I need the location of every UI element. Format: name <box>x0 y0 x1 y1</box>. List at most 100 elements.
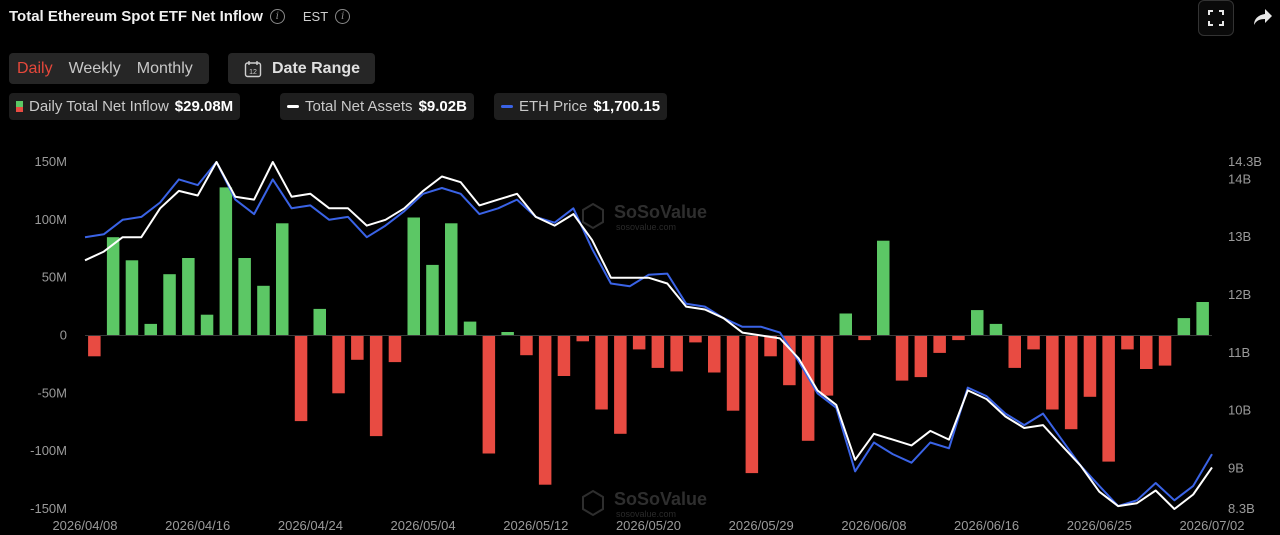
inflow-bar[interactable] <box>238 258 251 336</box>
inflow-bar[interactable] <box>163 274 176 336</box>
inflow-bar[interactable] <box>294 335 308 422</box>
legend-assets-value: $9.02B <box>418 98 467 115</box>
inflow-bar[interactable] <box>106 237 120 336</box>
legend-price[interactable]: ETH Price $1,700.15 <box>494 93 668 120</box>
inflow-bar[interactable] <box>257 285 270 336</box>
inflow-bar[interactable] <box>445 223 458 336</box>
inflow-bar[interactable] <box>219 187 233 336</box>
period-tabs: Daily Weekly Monthly <box>9 53 209 84</box>
watermark-logo <box>582 489 604 517</box>
tab-weekly[interactable]: Weekly <box>68 59 121 77</box>
inflow-bar[interactable] <box>1121 335 1134 350</box>
inflow-bar[interactable] <box>971 310 984 336</box>
inflow-bar[interactable] <box>1140 335 1153 370</box>
watermark: SoSoValuesosovalue.comSoSoValuesosovalue… <box>582 202 707 519</box>
net-assets-line[interactable] <box>84 161 1213 510</box>
y-right-tick-label: 8.3B <box>1228 501 1255 516</box>
y-left-tick-label: -100M <box>30 443 67 458</box>
inflow-bar[interactable] <box>764 335 777 357</box>
tab-monthly[interactable]: Monthly <box>136 59 193 77</box>
share-button[interactable] <box>1246 0 1280 34</box>
inflow-bar[interactable] <box>1046 335 1059 410</box>
y-left-tick-label: -150M <box>30 501 67 516</box>
inflow-bar[interactable] <box>595 335 608 410</box>
watermark-text: SoSoValue <box>614 202 707 222</box>
tab-daily[interactable]: Daily <box>17 59 53 77</box>
inflow-bar[interactable] <box>200 314 214 336</box>
inflow-bar[interactable] <box>557 335 571 377</box>
inflow-bar[interactable] <box>1083 335 1097 397</box>
x-tick-label: 2026/07/02 <box>1179 518 1244 533</box>
y-right-tick-label: 14.3B <box>1228 154 1262 169</box>
inflow-bar[interactable] <box>726 335 740 411</box>
inflow-bar[interactable] <box>1177 318 1191 336</box>
inflow-bar[interactable] <box>820 335 834 396</box>
y-right-tick-label: 9B <box>1228 461 1244 476</box>
title-info-icon[interactable]: i <box>269 8 285 24</box>
inflow-bar[interactable] <box>689 335 702 343</box>
y-left-tick-label: -50M <box>37 385 67 400</box>
inflow-bar[interactable] <box>520 335 533 356</box>
inflow-bar[interactable] <box>1158 335 1172 366</box>
inflow-bar[interactable] <box>1102 335 1115 462</box>
inflow-bar[interactable] <box>88 335 101 357</box>
y-right-tick-label: 14B <box>1228 171 1251 186</box>
inflow-bar[interactable] <box>933 335 946 353</box>
inflow-bar[interactable] <box>914 335 928 378</box>
y-left-tick-label: 0 <box>60 328 67 343</box>
inflow-bar[interactable] <box>1196 302 1209 336</box>
inflow-bar[interactable] <box>407 217 421 336</box>
inflow-bar[interactable] <box>538 335 552 485</box>
inflow-bar[interactable] <box>745 335 759 474</box>
y-right-tick-label: 11B <box>1228 345 1250 360</box>
inflow-bar[interactable] <box>670 335 683 372</box>
y-right-tick-label: 12B <box>1228 287 1251 302</box>
watermark-subtext: sosovalue.com <box>616 222 676 232</box>
inflow-bar[interactable] <box>463 321 477 336</box>
date-range-button[interactable]: 12 Date Range <box>228 53 375 84</box>
inflow-bar[interactable] <box>801 335 815 441</box>
inflow-bar[interactable] <box>895 335 909 381</box>
inflow-bar[interactable] <box>313 308 327 336</box>
timezone-label: EST <box>302 8 329 24</box>
inflow-bar[interactable] <box>351 335 364 360</box>
inflow-bar[interactable] <box>276 223 289 336</box>
x-tick-label: 2026/04/24 <box>278 518 343 533</box>
inflow-bar[interactable] <box>1064 335 1078 430</box>
inflow-bar[interactable] <box>332 335 345 394</box>
inflow-bar[interactable] <box>708 335 721 373</box>
x-tick-label: 2026/06/08 <box>841 518 906 533</box>
timezone-info-icon[interactable]: i <box>335 8 351 24</box>
eth-price-line[interactable] <box>84 161 1213 508</box>
inflow-bar[interactable] <box>501 332 514 336</box>
y-left-tick-label: 100M <box>34 212 67 227</box>
fullscreen-button[interactable] <box>1198 0 1234 36</box>
inflow-bar[interactable] <box>576 335 590 342</box>
inflow-bar[interactable] <box>877 240 890 336</box>
bar-swatch-icon <box>16 101 23 112</box>
inflow-bar[interactable] <box>125 260 139 336</box>
inflow-bar[interactable] <box>632 335 646 350</box>
inflow-bar[interactable] <box>839 313 853 336</box>
inflow-bar[interactable] <box>651 335 665 368</box>
inflow-bar[interactable] <box>989 323 1003 336</box>
inflow-bar[interactable] <box>388 335 402 363</box>
inflow-bar[interactable] <box>182 258 195 336</box>
inflow-bar[interactable] <box>1008 335 1022 368</box>
inflow-bar[interactable] <box>858 335 871 341</box>
legend-assets[interactable]: Total Net Assets $9.02B <box>280 93 474 120</box>
inflow-bar[interactable] <box>144 323 158 336</box>
legend-inflow[interactable]: Daily Total Net Inflow $29.08M <box>9 93 241 120</box>
inflow-bar[interactable] <box>614 335 627 434</box>
share-icon <box>1254 9 1272 25</box>
x-tick-label: 2026/05/12 <box>503 518 568 533</box>
x-tick-label: 2026/05/29 <box>729 518 794 533</box>
inflow-bar[interactable] <box>369 335 383 437</box>
inflow-bar[interactable] <box>952 335 965 341</box>
inflow-bar[interactable] <box>482 335 496 454</box>
inflow-bar[interactable] <box>1027 335 1040 350</box>
inflow-bar[interactable] <box>426 264 439 336</box>
inflow-bar[interactable] <box>783 335 796 386</box>
x-tick-label: 2026/05/04 <box>391 518 456 533</box>
